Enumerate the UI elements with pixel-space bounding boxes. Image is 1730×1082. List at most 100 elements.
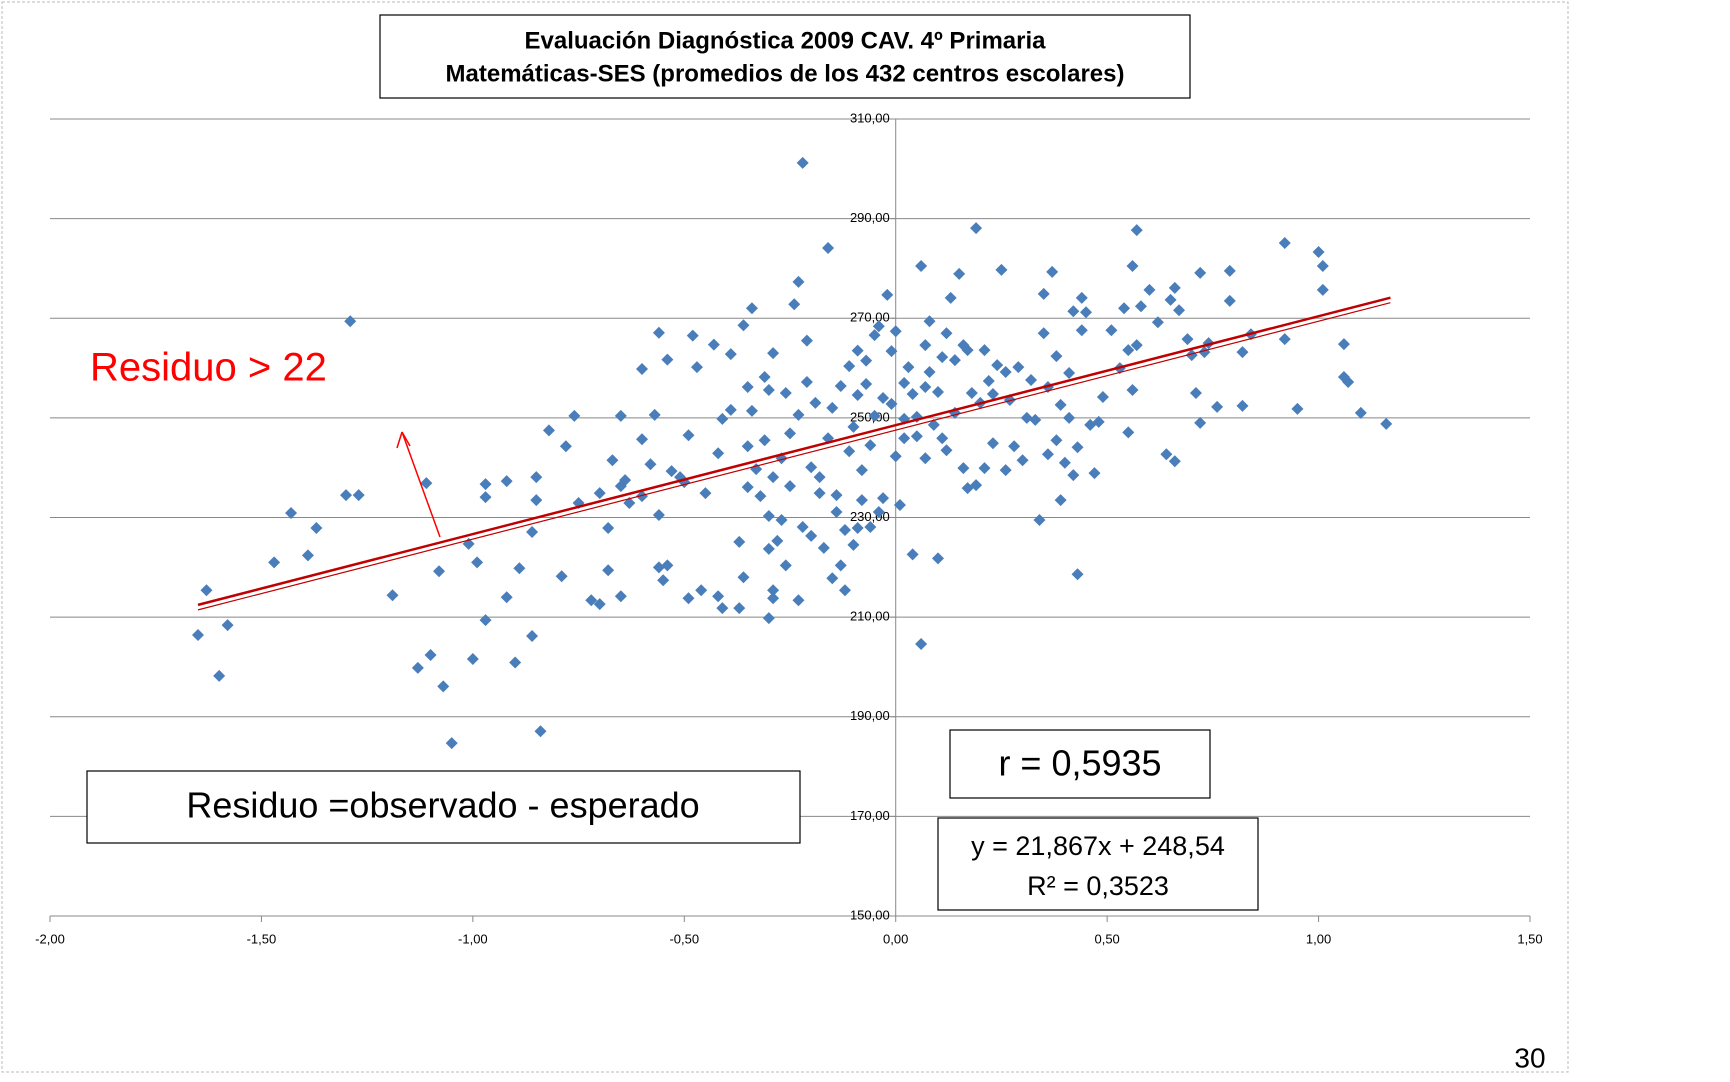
point <box>948 354 961 367</box>
point <box>792 594 805 607</box>
point <box>767 471 780 484</box>
point <box>526 525 539 538</box>
point <box>864 520 877 533</box>
point <box>745 302 758 315</box>
point <box>593 598 606 611</box>
point <box>1071 441 1084 454</box>
point <box>813 471 826 484</box>
point <box>915 259 928 272</box>
point <box>1025 374 1038 387</box>
x-tick-label: -0,50 <box>669 931 699 946</box>
y-tick-label: 290,00 <box>850 210 890 225</box>
point <box>433 565 446 578</box>
point <box>762 542 775 555</box>
point <box>923 315 936 328</box>
point <box>838 584 851 597</box>
point <box>813 487 826 500</box>
point <box>724 403 737 416</box>
point <box>970 479 983 492</box>
point <box>826 401 839 414</box>
y-tick-label: 270,00 <box>850 310 890 325</box>
point <box>682 592 695 605</box>
point <box>559 440 572 453</box>
point <box>340 489 352 502</box>
point <box>792 275 805 288</box>
point <box>762 510 775 523</box>
title-box <box>379 14 1191 99</box>
point <box>906 387 919 400</box>
point <box>910 430 923 443</box>
point <box>733 602 746 615</box>
point <box>733 535 746 548</box>
point <box>737 319 750 332</box>
point <box>1037 287 1050 300</box>
point <box>411 661 424 674</box>
point <box>1236 346 1249 359</box>
point <box>1354 406 1367 419</box>
point <box>767 347 780 360</box>
point <box>445 737 458 750</box>
point <box>690 361 703 374</box>
point <box>855 464 868 477</box>
point <box>805 461 818 474</box>
point <box>352 489 365 502</box>
point <box>1050 434 1063 447</box>
point <box>1130 224 1143 237</box>
point <box>902 361 915 374</box>
annotation-box <box>86 770 801 844</box>
point <box>1130 339 1143 352</box>
point <box>716 602 729 615</box>
point <box>420 477 433 490</box>
point <box>1054 398 1067 411</box>
point <box>999 366 1012 379</box>
point <box>978 344 991 357</box>
point <box>542 424 555 437</box>
point <box>712 447 725 460</box>
point <box>466 652 479 665</box>
point <box>771 534 784 547</box>
point <box>1046 265 1059 278</box>
point <box>1033 513 1046 526</box>
point <box>1075 291 1088 304</box>
point <box>741 440 754 453</box>
point <box>1063 367 1076 380</box>
point <box>1016 454 1029 467</box>
point <box>479 491 492 504</box>
point <box>1050 350 1063 363</box>
correlation-label: r = 0,5935 <box>998 743 1161 784</box>
point <box>310 521 323 534</box>
point <box>1012 361 1025 374</box>
point <box>344 315 357 328</box>
point <box>805 529 818 542</box>
point <box>1126 383 1139 396</box>
point <box>1096 390 1109 403</box>
point <box>792 408 805 421</box>
point <box>986 437 999 450</box>
point <box>932 385 944 398</box>
point <box>200 584 213 597</box>
point <box>864 439 877 452</box>
point <box>834 379 847 392</box>
point <box>724 348 737 361</box>
point <box>1080 306 1092 319</box>
point <box>1211 400 1224 413</box>
point <box>213 669 226 682</box>
point <box>221 619 234 632</box>
point <box>851 344 864 357</box>
marks <box>192 156 1393 750</box>
point <box>737 571 750 584</box>
point <box>386 589 399 602</box>
point <box>1088 467 1101 480</box>
x-tick-label: 1,50 <box>1517 931 1542 946</box>
point <box>606 454 619 467</box>
point <box>1185 349 1198 362</box>
point <box>957 462 970 475</box>
point <box>192 629 204 642</box>
point <box>898 432 911 445</box>
x-tick-label: -1,00 <box>458 931 488 946</box>
point <box>919 452 932 465</box>
point <box>830 489 843 502</box>
point <box>758 371 771 384</box>
point <box>602 521 615 534</box>
point <box>657 574 670 587</box>
